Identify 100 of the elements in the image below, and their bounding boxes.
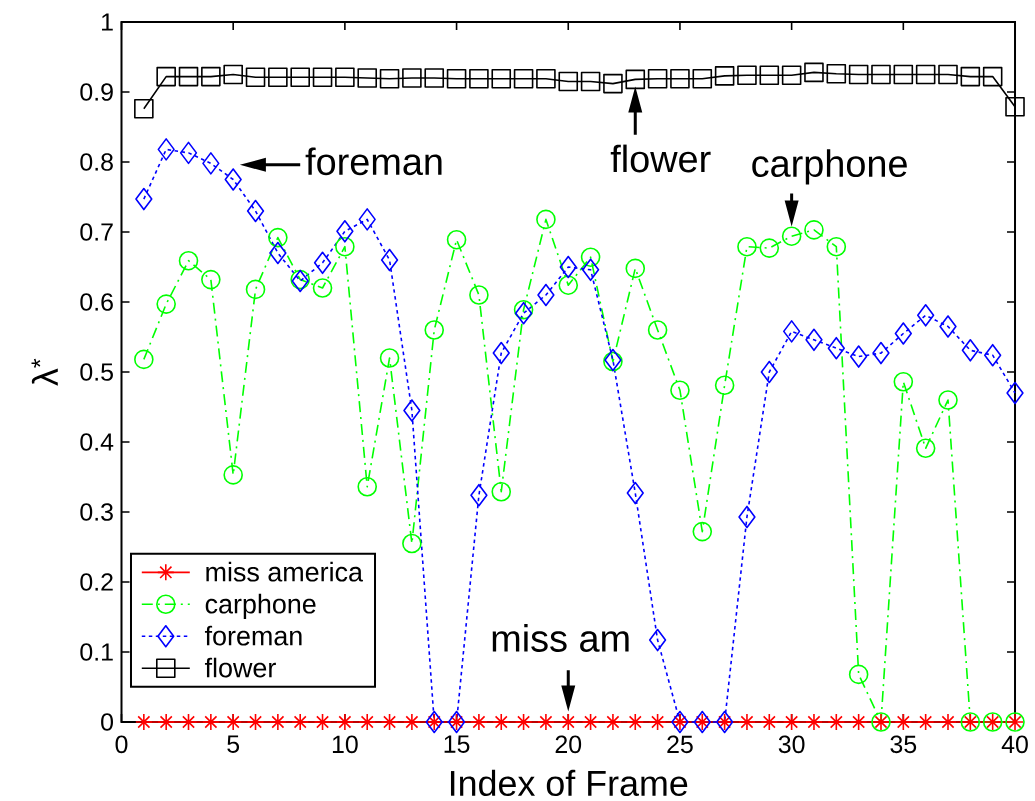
legend-label: foreman — [204, 625, 302, 646]
point — [759, 238, 780, 258]
point — [804, 62, 824, 83]
point — [269, 241, 287, 265]
point — [915, 64, 936, 85]
point — [626, 481, 644, 505]
point — [805, 713, 823, 731]
point — [872, 341, 890, 365]
point — [580, 71, 601, 92]
y-tick-label: 0 — [101, 713, 113, 731]
point — [738, 713, 756, 731]
y-tick-label: 0.6 — [80, 293, 113, 311]
point — [246, 199, 265, 223]
point — [134, 349, 154, 370]
point — [714, 375, 735, 396]
annotation: foreman — [305, 147, 442, 176]
point — [245, 67, 266, 88]
y-axis-title: λ$^{*}$ — [31, 358, 58, 386]
point — [135, 187, 153, 211]
point — [827, 336, 845, 360]
point — [380, 713, 399, 731]
point — [871, 64, 891, 85]
point — [848, 664, 869, 685]
point — [291, 713, 309, 731]
point — [424, 320, 445, 340]
point — [714, 66, 735, 86]
point — [446, 229, 467, 250]
x-axis-title: Index of Frame — [450, 769, 688, 797]
point — [223, 465, 243, 485]
point — [536, 209, 556, 230]
x-tick-label: 35 — [890, 735, 917, 754]
legend-label: carphone — [205, 593, 316, 619]
point — [848, 64, 869, 85]
point — [290, 67, 310, 88]
point — [559, 255, 577, 279]
point — [625, 69, 646, 90]
point — [738, 505, 756, 529]
point — [513, 299, 534, 320]
y-tick-label: 0.5 — [80, 363, 113, 381]
point — [312, 278, 333, 298]
x-tick-label: 30 — [778, 735, 805, 754]
point — [336, 713, 354, 731]
point — [760, 713, 779, 731]
point — [670, 380, 690, 400]
point — [178, 250, 199, 271]
point — [759, 65, 780, 85]
y-tick-label: 0.7 — [80, 223, 113, 241]
x-tick-label: 15 — [444, 735, 470, 753]
point — [491, 481, 512, 502]
point — [201, 269, 221, 290]
annotation: flower — [610, 144, 711, 173]
point — [491, 68, 512, 89]
point — [269, 713, 287, 731]
point — [402, 533, 422, 554]
point — [224, 168, 242, 191]
point — [626, 713, 645, 731]
point — [670, 68, 690, 89]
point — [135, 713, 153, 731]
point — [156, 294, 176, 314]
y-tick-label: 0.9 — [80, 83, 113, 101]
point — [357, 68, 378, 88]
y-tick-label: 1 — [102, 13, 113, 31]
point — [201, 66, 221, 87]
x-tick-label: 25 — [667, 735, 693, 754]
point — [1005, 96, 1025, 117]
annotation: carphone — [752, 149, 907, 185]
point — [781, 65, 802, 85]
point — [893, 64, 914, 85]
point — [492, 341, 510, 365]
point — [536, 68, 556, 89]
point — [559, 713, 578, 731]
point — [603, 73, 623, 94]
point — [782, 713, 801, 731]
point — [514, 713, 533, 731]
point — [894, 713, 913, 731]
legend-label: miss america — [206, 561, 363, 582]
point — [313, 713, 332, 731]
point — [984, 343, 1002, 367]
point — [402, 68, 422, 88]
point — [558, 71, 579, 92]
y-tick-label: 0.8 — [80, 153, 113, 171]
point — [179, 141, 198, 165]
point — [604, 713, 622, 731]
y-tick-label: 0.1 — [80, 643, 113, 661]
point — [178, 66, 199, 87]
point — [737, 236, 757, 257]
point — [179, 713, 198, 731]
point — [469, 68, 489, 89]
point — [647, 320, 668, 340]
point — [692, 521, 713, 542]
point — [424, 68, 445, 88]
point — [648, 628, 667, 652]
point — [492, 713, 511, 731]
point — [939, 713, 957, 731]
point — [202, 713, 220, 731]
point — [826, 63, 847, 84]
point — [961, 339, 980, 362]
x-tick-label: 10 — [332, 735, 358, 754]
point — [915, 438, 936, 459]
point — [692, 68, 713, 89]
